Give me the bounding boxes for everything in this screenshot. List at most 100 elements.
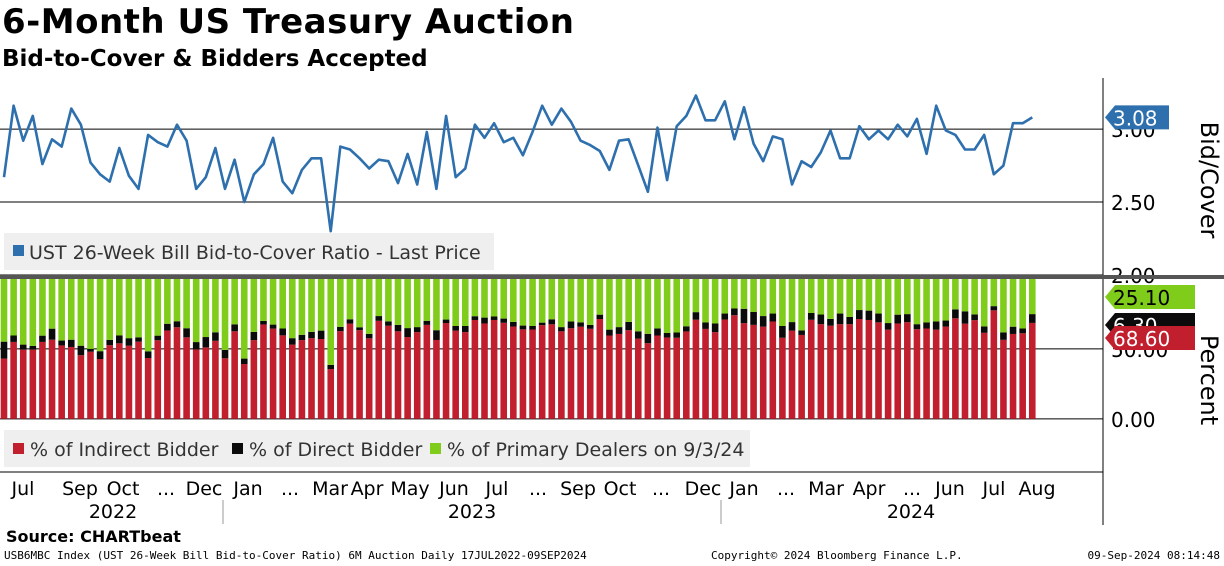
- bar-primary: [990, 279, 998, 307]
- x-month-label: Jun: [438, 478, 469, 500]
- bar-primary: [971, 279, 978, 315]
- bar-primary: [721, 279, 729, 314]
- bar-indirect: [596, 319, 604, 419]
- bar-indirect: [788, 330, 796, 419]
- bar-indirect: [740, 323, 748, 419]
- bar-indirect: [250, 340, 258, 419]
- bar-primary: [577, 279, 584, 323]
- bar-direct: [442, 319, 450, 324]
- bar-direct: [346, 319, 354, 324]
- bar-primary: [683, 279, 690, 327]
- bar-primary: [327, 279, 335, 365]
- bar-primary: [279, 279, 286, 329]
- last-value-tag-indirect: [1105, 326, 1195, 350]
- bar-direct: [894, 314, 902, 324]
- bar-primary: [855, 279, 863, 311]
- footer-copyright: Copyright© 2024 Bloomberg Finance L.P.: [711, 549, 963, 562]
- bar-primary: [250, 279, 258, 332]
- bar-direct: [529, 325, 536, 330]
- chart-title: 6-Month US Treasury Auction: [2, 2, 575, 42]
- bar-direct: [231, 324, 238, 332]
- bar-indirect: [567, 328, 575, 419]
- bar-primary: [606, 279, 613, 330]
- bar-primary: [500, 279, 508, 319]
- bar-indirect: [980, 332, 988, 419]
- bar-indirect: [586, 328, 594, 419]
- bar-direct: [77, 345, 85, 356]
- bar-indirect: [836, 324, 844, 419]
- x-month-label: ...: [777, 478, 795, 500]
- bar-primary: [125, 279, 133, 339]
- bar-primary: [788, 279, 796, 323]
- bar-indirect: [865, 319, 873, 419]
- bar-primary: [471, 279, 479, 317]
- x-month-label: Mar: [312, 478, 348, 500]
- bar-direct: [683, 326, 690, 332]
- bar-primary: [67, 279, 75, 340]
- bar-direct: [375, 316, 383, 321]
- bar-indirect: [711, 332, 719, 419]
- bar-primary: [692, 279, 700, 313]
- bar-indirect: [904, 322, 911, 419]
- bar-direct: [183, 328, 190, 338]
- bar-indirect: [327, 369, 335, 419]
- bar-indirect: [0, 358, 8, 419]
- bar-indirect: [692, 319, 700, 419]
- bar-direct: [413, 327, 421, 333]
- bar-primary: [875, 279, 882, 314]
- bar-primary: [58, 279, 65, 341]
- bar-primary: [548, 279, 556, 320]
- legend-swatch-line: [13, 245, 24, 256]
- bar-indirect: [116, 343, 123, 419]
- bar-primary: [673, 279, 680, 333]
- bar-primary: [269, 279, 277, 325]
- bar-primary: [298, 279, 306, 335]
- bar-direct: [490, 316, 498, 320]
- footer-index-info: USB6MBC Index (UST 26-Week Bill Bid-to-C…: [4, 549, 587, 562]
- x-month-label: Apr: [351, 478, 384, 500]
- bar-primary: [1009, 279, 1017, 327]
- bar-indirect: [731, 315, 738, 419]
- bar-direct: [58, 340, 65, 346]
- bar-direct: [87, 348, 94, 352]
- x-month-label: Sep: [62, 478, 98, 500]
- bar-primary: [202, 279, 210, 338]
- bar-direct: [798, 330, 805, 335]
- bar-direct: [663, 332, 671, 338]
- bar-indirect: [154, 340, 162, 419]
- bar-indirect: [961, 323, 969, 419]
- bar-indirect: [365, 338, 373, 419]
- bar-direct: [500, 318, 508, 323]
- bar-indirect: [663, 337, 671, 419]
- bar-direct: [433, 330, 440, 340]
- bar-direct: [67, 339, 75, 347]
- bar-direct: [577, 322, 584, 327]
- bar-primary: [913, 279, 921, 325]
- bar-indirect: [452, 330, 459, 419]
- bar-primary: [567, 279, 575, 322]
- bar-primary: [183, 279, 190, 329]
- legend-label-line: UST 26-Week Bill Bid-to-Cover Ratio - La…: [29, 242, 481, 264]
- bar-indirect: [875, 322, 882, 419]
- bar-indirect: [654, 335, 661, 419]
- bar-direct: [29, 345, 37, 350]
- bar-direct: [759, 316, 767, 327]
- bar-primary: [423, 279, 431, 321]
- bar-direct: [654, 328, 661, 336]
- bar-direct: [298, 334, 306, 341]
- bar-indirect: [779, 337, 786, 419]
- bar-direct: [731, 308, 738, 316]
- bar-direct: [836, 313, 844, 325]
- bar-primary: [625, 279, 632, 322]
- bar-indirect: [769, 321, 777, 419]
- bar-indirect: [750, 324, 757, 419]
- bar-direct: [769, 313, 777, 322]
- bar-primary: [39, 279, 46, 336]
- y-axis-title-bottom: Percent: [1195, 335, 1223, 425]
- bar-indirect: [87, 351, 94, 419]
- y-axis-title-top: Bid/Cover: [1195, 122, 1223, 239]
- bar-direct: [740, 308, 748, 324]
- legend-bg-top: [4, 233, 494, 270]
- x-year-label: 2024: [887, 501, 935, 523]
- bar-direct: [394, 324, 402, 332]
